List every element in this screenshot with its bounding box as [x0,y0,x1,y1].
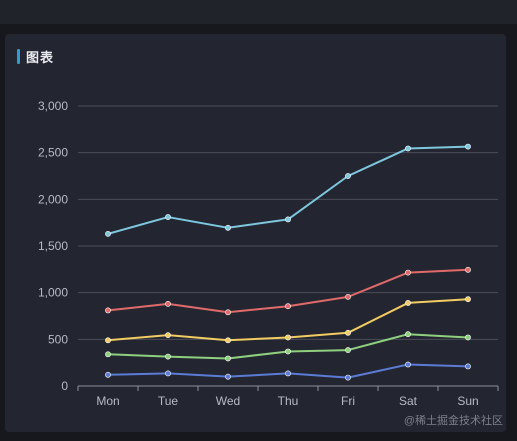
data-point[interactable] [105,307,111,314]
y-tick-label: 1,000 [38,286,68,300]
data-point[interactable] [165,214,171,220]
data-point[interactable] [465,363,471,370]
y-tick-label: 2,000 [38,192,68,206]
data-point[interactable] [105,230,111,237]
data-point[interactable] [405,269,411,276]
data-point[interactable] [285,303,291,310]
data-point[interactable] [225,224,231,231]
data-point[interactable] [345,173,351,179]
data-point[interactable] [345,347,351,353]
data-point[interactable] [285,370,291,377]
x-tick-label: Fri [341,394,355,408]
x-tick-label: Mon [96,394,119,408]
data-point[interactable] [405,331,411,338]
y-tick-label: 0 [61,379,68,393]
x-tick-label: Wed [216,394,240,408]
data-point[interactable] [465,266,471,273]
x-tick-label: Thu [278,394,299,408]
y-tick-label: 500 [48,332,68,346]
card-title: 图表 [26,50,55,65]
watermark: @稀土掘金技术社区 [403,415,503,427]
data-point[interactable] [285,348,291,355]
data-point[interactable] [165,370,171,377]
data-point[interactable] [105,371,111,378]
y-tick-label: 3,000 [38,99,68,113]
data-point[interactable] [165,300,171,307]
data-point[interactable] [225,309,231,316]
data-point[interactable] [405,300,411,306]
data-point[interactable] [225,373,231,380]
x-axis: Mon Tue Wed Thu Fri Sat Sun [77,385,499,408]
y-axis: 0 500 1,000 1,500 2,000 2,500 3,000 [38,99,68,393]
data-point[interactable] [285,216,291,223]
x-tick-label: Sat [399,394,418,408]
data-point[interactable] [165,332,171,339]
data-point[interactable] [345,329,351,336]
y-tick-label: 2,500 [38,146,68,160]
data-point[interactable] [345,374,351,381]
data-point[interactable] [225,337,231,344]
data-point[interactable] [165,353,171,360]
data-point[interactable] [285,334,291,341]
data-point[interactable] [465,334,471,341]
data-point[interactable] [105,337,111,344]
data-point[interactable] [225,355,231,362]
chart-series [105,143,471,381]
data-point[interactable] [405,361,411,368]
y-tick-label: 1,500 [38,239,68,253]
data-point[interactable] [105,351,111,358]
data-point[interactable] [465,143,471,150]
top-bar [0,0,517,24]
x-tick-label: Sun [457,394,478,408]
data-point[interactable] [405,145,411,152]
x-tick-label: Tue [158,394,179,408]
data-point[interactable] [345,293,351,300]
title-accent-bar [17,49,20,64]
card-header: 图表 [17,47,54,66]
data-point[interactable] [465,296,471,303]
